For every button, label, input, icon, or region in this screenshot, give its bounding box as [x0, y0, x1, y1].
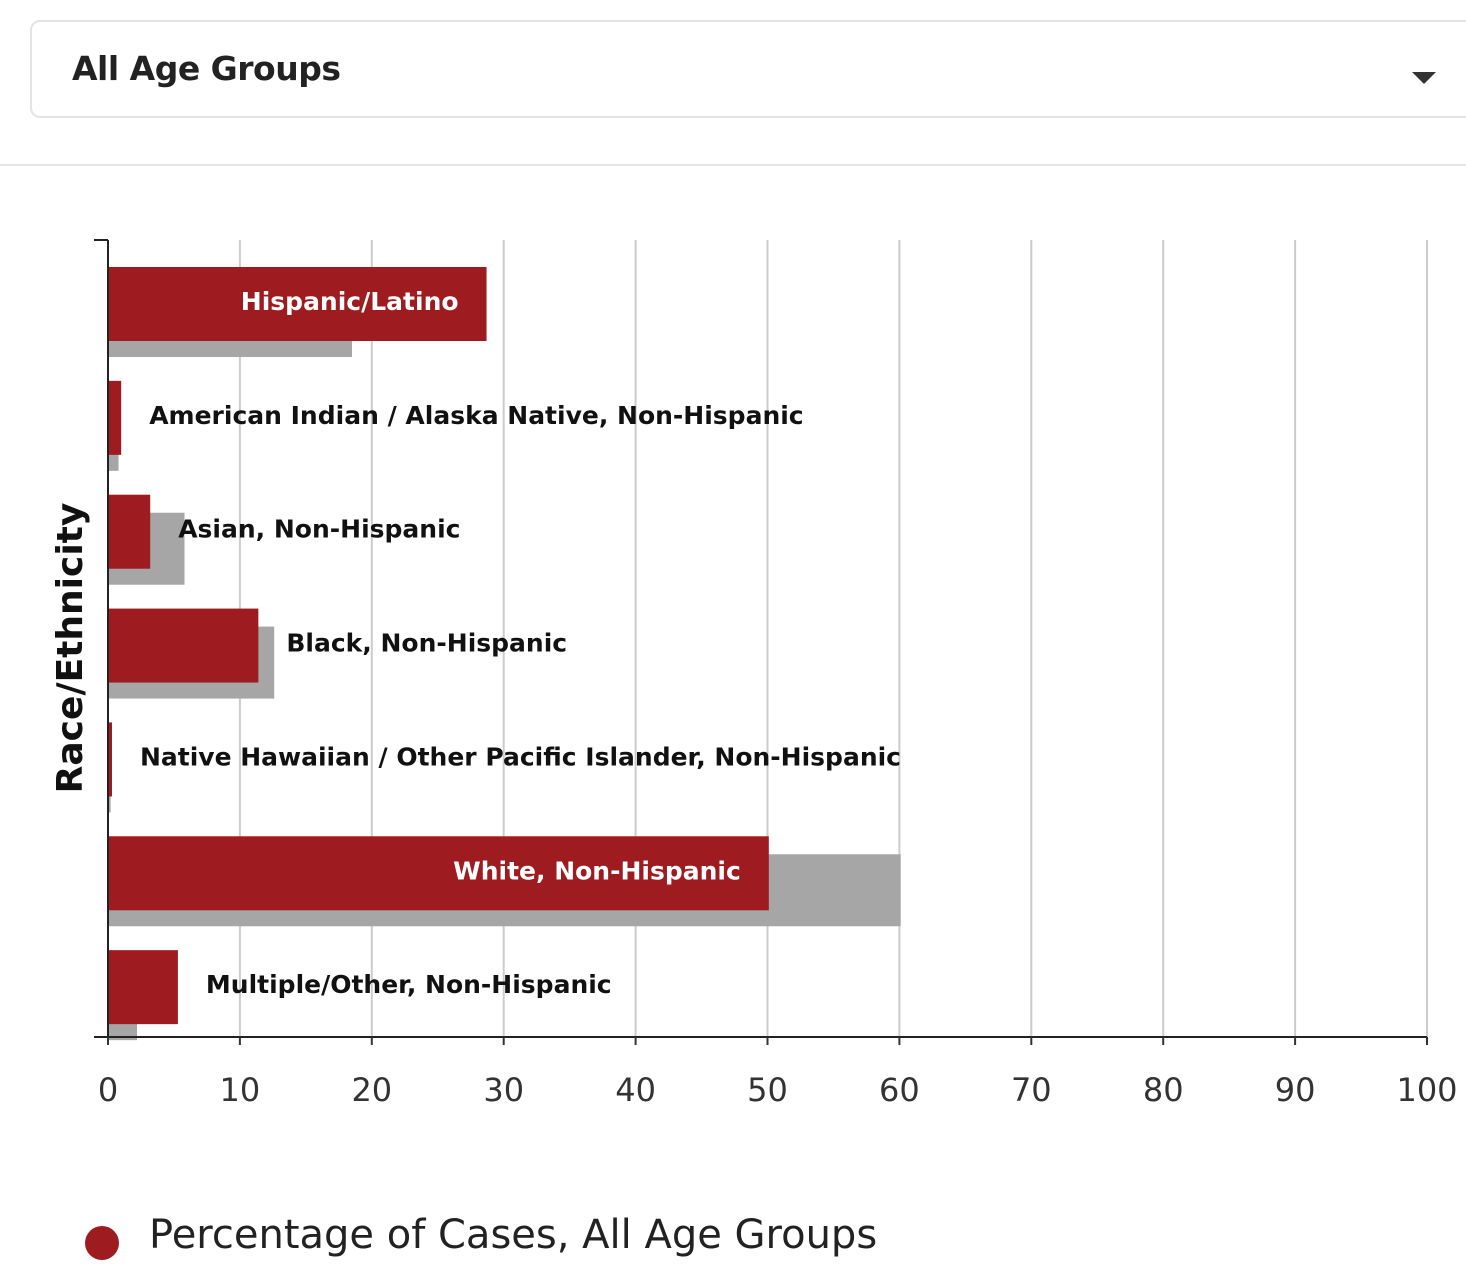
x-tick-label-40: 40	[615, 1071, 656, 1109]
x-tick-label-0: 0	[98, 1071, 118, 1109]
legend-marker	[85, 1226, 119, 1260]
bar-label-0: Hispanic/Latino	[241, 287, 459, 316]
x-tick-label-10: 10	[220, 1071, 261, 1109]
race-ethnicity-bar-chart: Hispanic/Latino American Indian / Alaska …	[50, 239, 1458, 1109]
section-divider	[0, 164, 1466, 166]
case-bar-0	[108, 267, 487, 341]
chevron-down-icon[interactable]	[1412, 72, 1436, 84]
bar-label-2: Asian, Non-Hispanic	[178, 515, 460, 544]
case-bars	[108, 267, 769, 1025]
case-bar-1	[108, 380, 122, 455]
axes	[94, 239, 1427, 1038]
x-tick-label-60: 60	[879, 1071, 920, 1109]
bar-label-3: Black, Non-Hispanic	[286, 629, 567, 658]
x-tick-label-30: 30	[483, 1071, 524, 1109]
case-bar-5	[108, 836, 769, 911]
bar-label-6: Multiple/Other, Non-Hispanic	[206, 970, 612, 999]
case-bar-2	[108, 494, 151, 569]
case-bar-4	[108, 722, 112, 797]
x-tick-label-50: 50	[747, 1071, 788, 1109]
bar-labels: Hispanic/Latino American Indian / Alaska …	[140, 287, 901, 999]
y-axis-label: Race/Ethnicity	[50, 503, 91, 794]
x-tick-label-90: 90	[1275, 1071, 1316, 1109]
x-tick-label-100: 100	[1396, 1071, 1457, 1109]
bar-label-4: Native Hawaiian / Other Pacific Islander…	[140, 742, 901, 771]
x-tick-label-80: 80	[1143, 1071, 1184, 1109]
x-tick-label-20: 20	[351, 1071, 392, 1109]
case-bar-3	[108, 608, 259, 683]
age-group-select[interactable]: All Age Groups	[30, 20, 1466, 118]
x-tick-labels: 0 10 20 30 40 50 60 70 80 90 100	[98, 1037, 1458, 1109]
legend-label: Percentage of Cases, All Age Groups	[149, 1212, 878, 1258]
bar-label-1: American Indian / Alaska Native, Non-His…	[149, 401, 803, 430]
x-tick-label-70: 70	[1011, 1071, 1052, 1109]
bar-label-5: White, Non-Hispanic	[453, 856, 741, 885]
case-bar-6	[108, 950, 178, 1025]
age-group-select-value: All Age Groups	[72, 49, 341, 88]
